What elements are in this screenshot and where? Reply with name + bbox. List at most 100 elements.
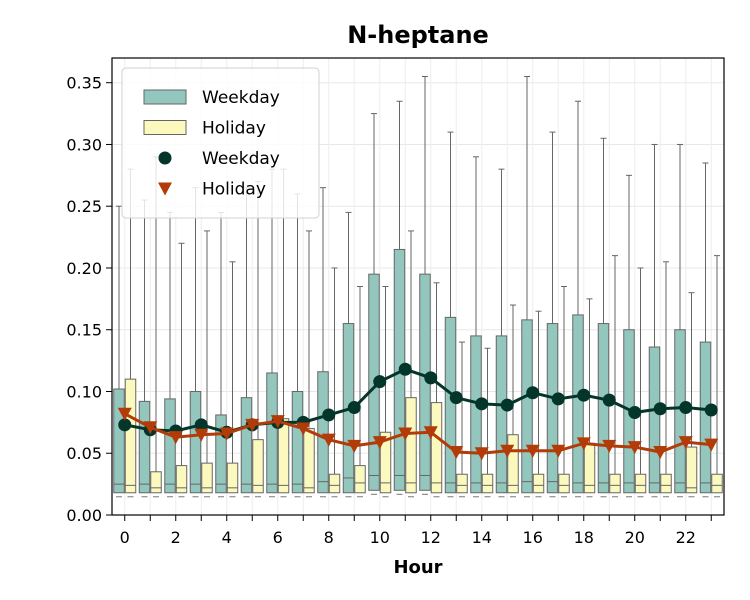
holiday-mean-point [525, 444, 540, 458]
holiday-mean-point [168, 431, 183, 445]
weekday-box [317, 371, 329, 494]
holiday-mean-point [678, 436, 693, 450]
holiday-mean-point [551, 444, 566, 458]
legend: Weekday Holiday Weekday Holiday [121, 67, 320, 219]
holiday-box [201, 462, 213, 494]
y-tick-label: 0.05 [66, 444, 102, 463]
holiday-box [150, 471, 162, 494]
holiday-mean-point [449, 446, 464, 460]
weekday-mean-point [118, 418, 132, 432]
weekday-box [699, 341, 712, 494]
holiday-box [303, 428, 315, 494]
holiday-box [430, 402, 443, 494]
weekday-mean-point [602, 393, 616, 407]
y-tick-label: 0.00 [66, 506, 102, 525]
lines [117, 362, 719, 461]
weekday-mean-point [653, 402, 667, 416]
holiday-box [685, 446, 698, 494]
y-tick-label: 0.25 [66, 197, 102, 216]
holiday-box [354, 465, 366, 494]
y-tick-label: 0.20 [66, 259, 102, 278]
weekday-mean-point [577, 388, 591, 402]
chart-title: N-heptane [347, 21, 489, 49]
x-tick-label: 0 [120, 528, 130, 547]
holiday-mean-point [372, 436, 387, 450]
holiday-mean-point [602, 439, 617, 453]
weekday-box [240, 397, 253, 494]
weekday-box [546, 323, 559, 494]
y-tick-label: 0.10 [66, 382, 102, 401]
weekday-mean-point [500, 398, 514, 412]
holiday-mean-point [704, 438, 719, 452]
x-tick-label: 20 [625, 528, 645, 547]
holiday-mean-point [627, 441, 642, 455]
weekday-box [572, 314, 584, 494]
holiday-box [405, 397, 417, 494]
holiday-mean-point [423, 426, 438, 440]
holiday-mean-point [270, 415, 285, 429]
x-tick-label: 16 [523, 528, 543, 547]
x-tick-label: 6 [273, 528, 283, 547]
weekday-mean-point [526, 386, 540, 400]
holiday-mean-point [321, 433, 336, 447]
weekday-mean-point [424, 371, 438, 385]
legend-weekday-label: Weekday [202, 88, 280, 108]
holiday-mean-point [296, 422, 311, 436]
weekday-mean-point [628, 405, 642, 419]
y-tick-label: 0.35 [66, 74, 102, 93]
x-tick-label: 14 [472, 528, 492, 547]
holiday-box [328, 473, 341, 494]
legend-holiday-label: Holiday [202, 119, 266, 139]
holiday-mean-point [219, 427, 234, 441]
weekday-mean-point [704, 403, 718, 417]
holiday-box [379, 431, 392, 494]
weekday-mean-point [679, 401, 693, 415]
x-axis-label: Hour [393, 557, 442, 578]
legend-holiday-marker [158, 182, 172, 196]
legend-weekday-patch [143, 89, 187, 105]
legend-holiday-patch [143, 120, 187, 135]
weekday-box [470, 335, 482, 494]
x-tick-label: 8 [324, 528, 334, 547]
y-tick-label: 0.15 [66, 321, 102, 340]
y-tick-label: 0.30 [66, 135, 102, 154]
holiday-mean-point [474, 447, 489, 461]
legend-holiday-label: Holiday [202, 180, 266, 200]
holiday-box [507, 434, 519, 494]
weekday-box [521, 319, 533, 494]
weekday-box [164, 398, 176, 494]
weekday-box [648, 346, 661, 494]
weekday-box [266, 372, 278, 494]
holiday-mean-point [347, 439, 362, 453]
weekday-mean-point [475, 397, 489, 411]
holiday-box [456, 473, 468, 494]
holiday-mean-point [576, 437, 591, 451]
weekday-mean-point [398, 362, 412, 376]
holiday-box [226, 462, 239, 494]
weekday-box [597, 323, 610, 494]
holiday-mean-point [194, 428, 209, 442]
holiday-mean-point [143, 421, 158, 435]
weekday-box [189, 390, 202, 494]
holiday-box [660, 473, 672, 494]
holiday-mean-point [117, 407, 132, 421]
axes: 0.00 0.05 0.10 0.15 0.20 0.25 0.30 0.35 0 2 4 6 8 10 1… [66, 57, 725, 547]
x-tick-label: 22 [676, 528, 696, 547]
legend-box [121, 67, 320, 219]
weekday-box [113, 388, 125, 494]
x-tick-label: 2 [171, 528, 181, 547]
holiday-mean-point [245, 418, 260, 432]
weekday-box [138, 400, 151, 494]
weekday-box [495, 335, 508, 494]
x-tick-label: 10 [370, 528, 390, 547]
holiday-mean-point [398, 427, 413, 441]
x-tick-label: 12 [421, 528, 441, 547]
plot-frame [111, 57, 725, 516]
holiday-box [124, 378, 137, 494]
holiday-box [277, 418, 290, 494]
weekday-box [215, 414, 227, 494]
holiday-box [609, 473, 621, 494]
holiday-box [481, 473, 494, 494]
holiday-box [252, 439, 264, 494]
